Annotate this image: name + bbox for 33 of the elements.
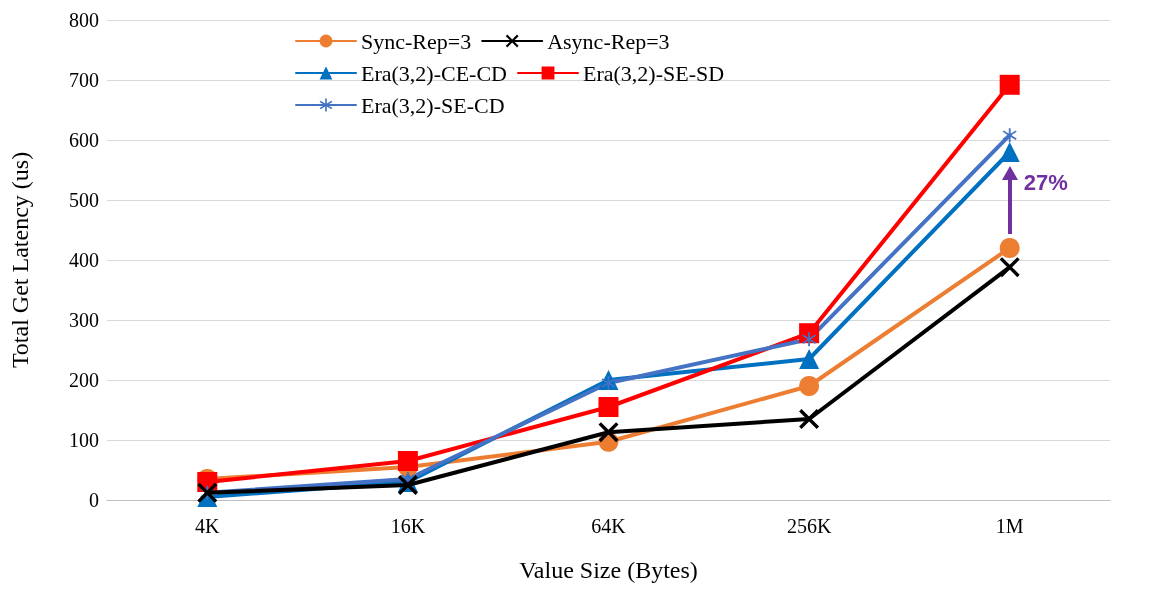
x-tick-label: 1M <box>995 515 1024 537</box>
point <box>598 422 619 443</box>
point <box>799 349 820 369</box>
point <box>799 409 820 429</box>
point <box>999 257 1020 278</box>
y-tick-label: 600 <box>69 129 99 151</box>
annotation: 27% <box>1023 170 1068 196</box>
point <box>999 74 1020 95</box>
point <box>799 376 820 396</box>
legend-label: Async-Rep=3 <box>547 28 670 54</box>
x-axis-title: Value Size (Bytes) <box>519 557 698 583</box>
x-tick-label: 256K <box>786 515 832 537</box>
y-tick-label: 300 <box>69 309 99 331</box>
y-tick-label: 400 <box>69 249 99 271</box>
y-tick-label: 700 <box>69 69 99 91</box>
y-tick-label: 800 <box>69 9 99 31</box>
point <box>397 451 418 471</box>
x-tick-label: 4K <box>195 515 221 537</box>
legend-label: Era(3,2)-SE-SD <box>583 60 725 86</box>
x-tick-label: 16K <box>390 515 426 537</box>
point <box>999 238 1020 258</box>
y-tick-label: 500 <box>69 189 99 211</box>
y-tick-label: 200 <box>69 369 99 391</box>
legend-label: Era(3,2)-SE-CD <box>361 92 505 118</box>
x-tick-label: 64K <box>591 515 627 537</box>
y-tick-label: 0 <box>89 489 99 511</box>
legend-label: Sync-Rep=3 <box>361 28 472 54</box>
y-tick-label: 100 <box>69 429 99 451</box>
point <box>598 397 619 417</box>
point <box>1002 128 1017 143</box>
y-axis-title: Total Get Latency (us) <box>7 151 33 369</box>
point <box>999 142 1020 162</box>
legend-label: Era(3,2)-CE-CD <box>361 60 508 86</box>
